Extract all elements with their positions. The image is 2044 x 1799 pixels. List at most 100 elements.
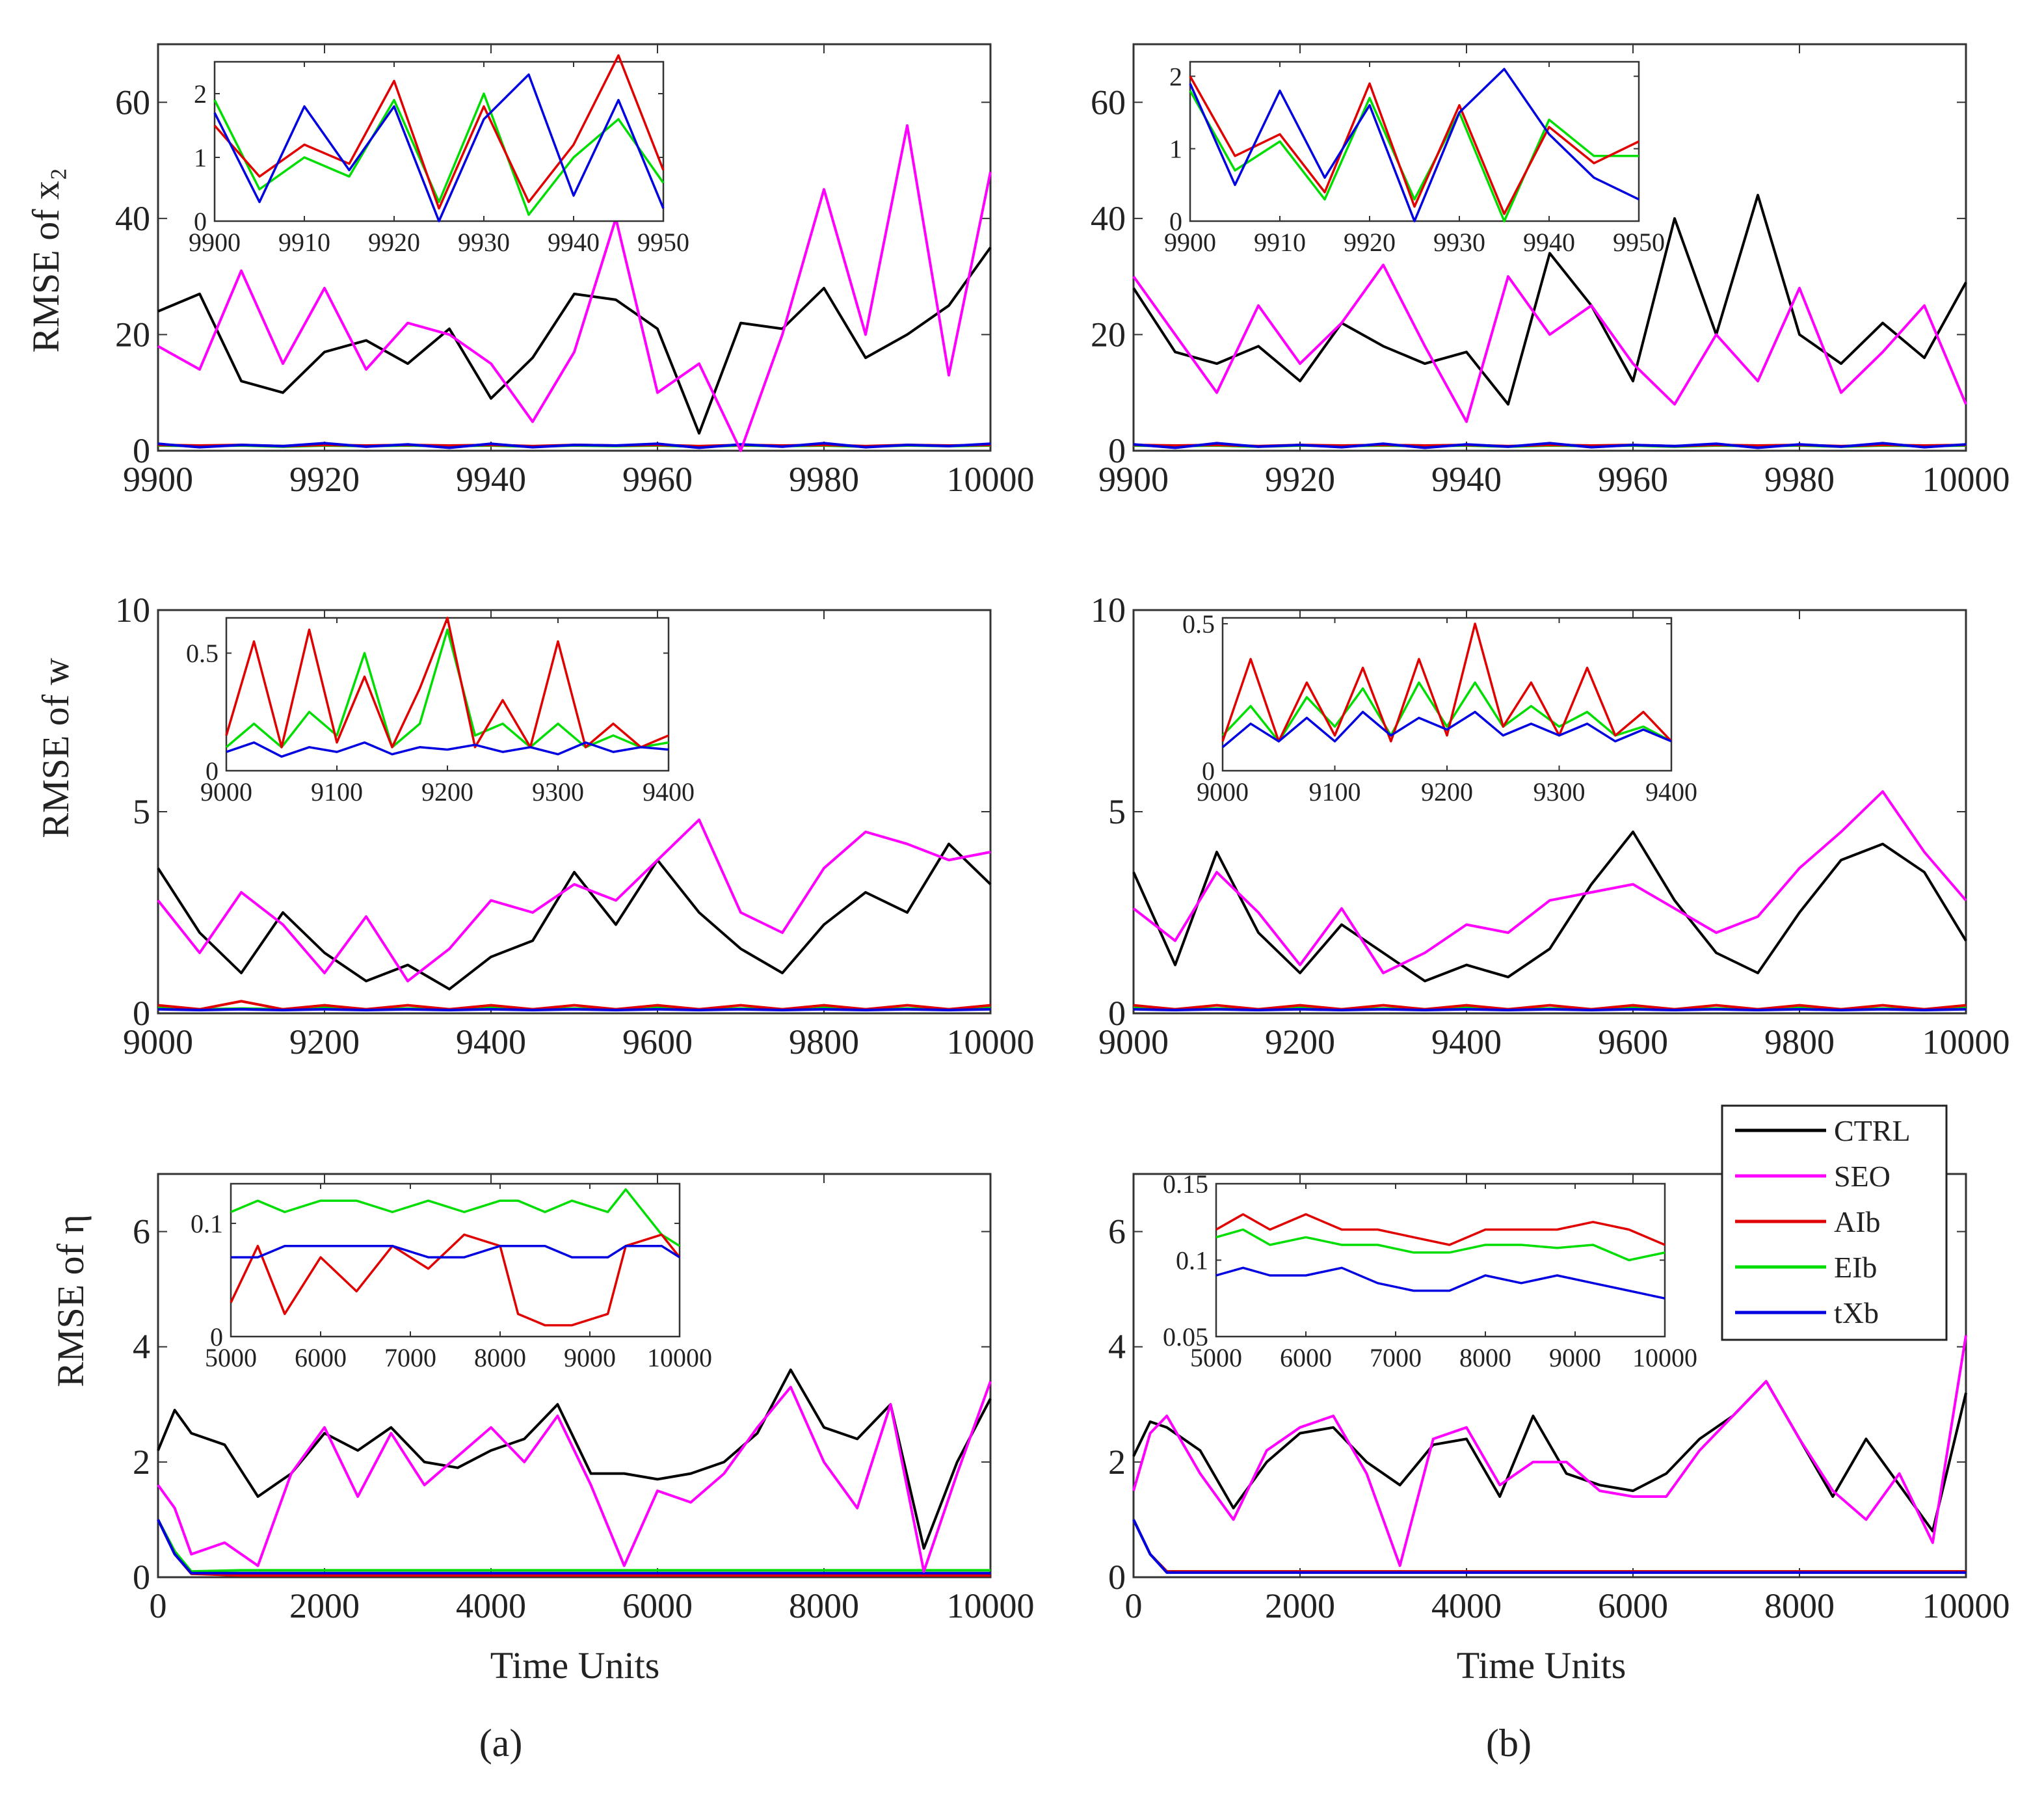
a-x2-inset-ytick-label: 0 [194,207,207,236]
a-w-inset-series-aib [225,617,669,749]
b-w-main-xtick-label: 9800 [1764,1022,1835,1061]
b-eta-main-ytick-label: 6 [1108,1212,1126,1251]
b-eta-main-series-ctrl [1132,1379,1967,1533]
b-x2-inset-series-aib [1189,75,1639,215]
ylabel-a-eta: RMSE of η [49,1214,92,1387]
a-x2-inset-xtick-label: 9950 [637,228,689,257]
b-w-inset-series-eib [1221,681,1672,743]
b-w-main-series-seo [1132,790,1967,974]
b-x2-main-ytick-label: 40 [1091,199,1126,238]
a-eta-main-xtick-label: 6000 [622,1586,693,1625]
a-eta-main-series-seo [157,1381,992,1573]
a-eta-main-xtick-label: 8000 [789,1586,859,1625]
a-w-main-ytick-label: 0 [133,994,150,1033]
b-x2-main-series-txb [1133,442,1967,449]
b-x2-main-ytick-label: 0 [1108,431,1126,470]
legend-label-eib: EIb [1834,1251,1877,1284]
b-x2-main-xtick-label: 9960 [1598,460,1668,499]
b-x2-inset-series-eib [1189,90,1639,222]
a-w-main-xtick-label: 9400 [456,1022,526,1061]
chart-a-w: 9000 9200 9400 9600 9800 10000 0 5 10 9000 9100 920… [115,591,1035,1061]
a-x2-main-xtick-label: 9960 [622,460,693,499]
a-w-inset-series-eib [225,628,669,749]
a-x2-main-xtick-label: 9900 [123,460,193,499]
b-w-main-xtick-label: 9600 [1598,1022,1668,1061]
a-eta-inset-xtick-label: 6000 [295,1343,347,1372]
a-x2-inset-frame [213,60,665,222]
b-eta-inset-xtick-label: 10000 [1632,1343,1697,1372]
b-eta-main-series-txb [1132,1519,1966,1574]
b-x2-main-series-seo [1132,263,1967,423]
b-w-inset-xtick-label: 9100 [1309,777,1361,806]
b-w-main-ytick-label: 5 [1108,792,1126,831]
a-x2-main-xtick-label: 9980 [789,460,859,499]
a-eta-main-ytick-label: 0 [133,1558,150,1597]
chart-a-eta: 0 2000 4000 6000 8000 10000 0 2 4 6 5000 6000 7000 80… [133,1173,1035,1625]
b-eta-main-xtick-label: 4000 [1431,1586,1502,1625]
b-x2-inset-ytick-label: 0 [1169,207,1182,236]
a-x2-main-xtick-label: 10000 [947,460,1035,499]
a-eta-inset-xtick-label: 8000 [474,1343,526,1372]
a-eta-main-ytick-label: 6 [133,1212,150,1251]
a-eta-inset-ytick-label: 0 [210,1322,223,1352]
a-x2-inset-series-aib [213,54,665,210]
b-x2-inset-ytick-label: 2 [1169,62,1182,91]
legend-label-aib: AIb [1834,1205,1881,1238]
a-w-main-series-seo [157,818,991,983]
b-w-inset-ytick-label: 0 [1202,756,1215,786]
a-eta-inset-xtick-label: 9000 [564,1343,616,1372]
inset-a-w: 9000 9100 9200 9300 9400 0 0.5 [186,617,695,806]
a-eta-main-series-ctrl [157,1368,992,1550]
a-eta-inset-xtick-label: 7000 [384,1343,436,1372]
b-x2-inset-xtick-label: 9950 [1613,228,1665,257]
a-x2-inset-ytick-label: 1 [194,143,207,172]
a-w-main-xtick-label: 9200 [289,1022,360,1061]
a-eta-main-series-eib [157,1519,990,1573]
panel-label-b: (b) [1486,1722,1532,1765]
a-x2-main-series-seo [157,124,992,452]
a-eta-main-xtick-label: 0 [150,1586,167,1625]
panel-label-a: (a) [479,1722,523,1765]
a-x2-main-xtick-label: 9940 [456,460,526,499]
b-eta-main-xtick-label: 0 [1125,1586,1143,1625]
b-eta-main-xtick-label: 10000 [1922,1586,2010,1625]
a-x2-inset-ytick-label: 2 [194,79,207,109]
a-x2-inset-xtick-label: 9920 [368,228,420,257]
b-w-inset-frame [1221,617,1673,772]
b-eta-inset-ytick-label: 0.15 [1163,1169,1208,1199]
b-eta-inset-ytick-label: 0.1 [1176,1246,1208,1275]
a-w-main-xtick-label: 9000 [123,1022,193,1061]
b-w-inset-ytick-label: 0.5 [1182,609,1215,639]
inset-b-eta: 5000 6000 7000 8000 9000 10000 0.05 0.1 0.15 [1163,1169,1697,1372]
a-w-main-series-ctrl [157,842,992,991]
a-x2-main-ytick-label: 0 [133,431,150,470]
legend-label-ctrl: CTRL [1834,1114,1911,1147]
a-w-main-ytick-label: 5 [133,792,150,831]
b-x2-inset-xtick-label: 9910 [1254,228,1306,257]
b-eta-inset-xtick-label: 8000 [1459,1343,1511,1372]
b-x2-main-xtick-label: 9920 [1265,460,1335,499]
a-x2-inset-xtick-label: 9940 [548,228,600,257]
b-w-main-series-ctrl [1132,831,1967,983]
b-w-main-xtick-label: 9200 [1265,1022,1335,1061]
b-x2-main-ytick-label: 60 [1091,83,1126,122]
b-eta-main-xtick-label: 6000 [1598,1586,1668,1625]
b-eta-inset-series-eib [1215,1228,1666,1262]
b-eta-main-xtick-label: 8000 [1764,1586,1835,1625]
b-eta-inset-ytick-label: 0.05 [1163,1322,1208,1352]
a-eta-main-xtick-label: 4000 [456,1586,526,1625]
a-x2-inset-series-eib [213,92,665,216]
b-w-main-series-txb [1133,1007,1967,1011]
inset-b-x2: 9900 9910 9920 9930 9940 9950 0 1 2 [1164,60,1665,257]
b-x2-inset-xtick-label: 9920 [1344,228,1396,257]
b-w-inset-xtick-label: 9400 [1645,777,1697,806]
b-x2-main-xtick-label: 10000 [1922,460,2010,499]
a-w-inset-xtick-label: 9400 [643,777,695,806]
a-w-inset-ytick-label: 0 [206,756,219,786]
b-x2-inset-xtick-label: 9940 [1523,228,1575,257]
legend-label-seo: SEO [1834,1160,1891,1193]
a-eta-main-ytick-label: 2 [133,1443,150,1482]
a-eta-main-ytick-label: 4 [133,1327,150,1366]
